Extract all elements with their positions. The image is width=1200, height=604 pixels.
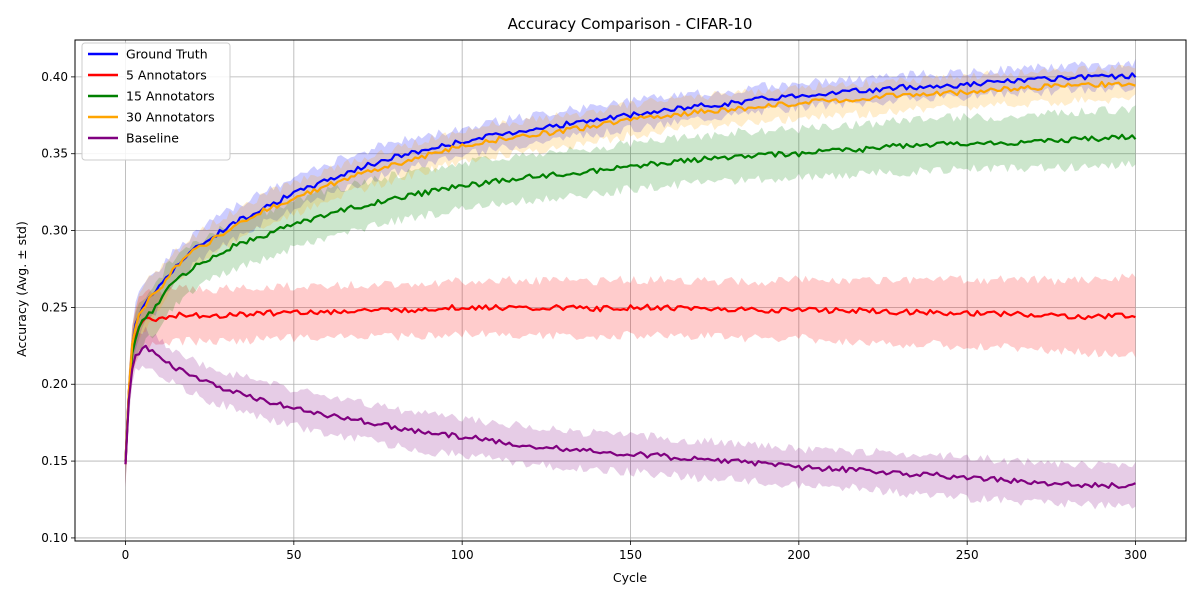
y-tick-label: 0.15 bbox=[41, 454, 68, 468]
tick-layer: 0 50 100 150 200 250 300 0.10 0.15 0.20 0.25 0.30 0.… bbox=[41, 70, 1147, 562]
y-tick-label: 0.25 bbox=[41, 300, 68, 314]
y-tick-label: 0.10 bbox=[41, 531, 68, 545]
x-axis-label: Cycle bbox=[613, 570, 647, 585]
legend-label: Baseline bbox=[126, 131, 179, 146]
series-line-30-annotators bbox=[124, 80, 1136, 462]
legend-label: 15 Annotators bbox=[126, 89, 215, 104]
x-tick-label: 300 bbox=[1124, 548, 1147, 562]
x-tick-label: 200 bbox=[787, 548, 810, 562]
series-line-15-annotators bbox=[124, 133, 1137, 462]
line-layer bbox=[124, 72, 1137, 489]
std-band-ground-truth bbox=[125, 58, 1136, 485]
legend-label: Ground Truth bbox=[126, 47, 208, 62]
x-tick-label: 250 bbox=[956, 548, 979, 562]
x-tick-label: 150 bbox=[619, 548, 642, 562]
x-tick-label: 50 bbox=[286, 548, 301, 562]
legend-box bbox=[81, 42, 231, 161]
series-line-5-annotators bbox=[124, 303, 1136, 465]
y-tick-label: 0.40 bbox=[41, 70, 68, 84]
chart-title: Accuracy Comparison - CIFAR-10 bbox=[508, 15, 753, 33]
legend: Ground Truth 5 Annotators 15 Annotators 30 … bbox=[81, 42, 231, 161]
x-tick-label: 100 bbox=[451, 548, 474, 562]
std-band-baseline bbox=[125, 326, 1136, 510]
grid-layer bbox=[75, 40, 1186, 541]
y-tick-label: 0.20 bbox=[41, 377, 68, 391]
std-band-5-annotators bbox=[125, 273, 1136, 488]
legend-label: 30 Annotators bbox=[126, 110, 215, 125]
y-axis-label: Accuracy (Avg. ± std) bbox=[14, 221, 29, 357]
series-line-baseline bbox=[124, 344, 1136, 489]
x-tick-label: 0 bbox=[122, 548, 130, 562]
y-tick-label: 0.35 bbox=[41, 147, 68, 161]
y-tick-label: 0.30 bbox=[41, 224, 68, 238]
legend-label: 5 Annotators bbox=[126, 68, 207, 83]
series-line-ground-truth bbox=[124, 72, 1137, 462]
